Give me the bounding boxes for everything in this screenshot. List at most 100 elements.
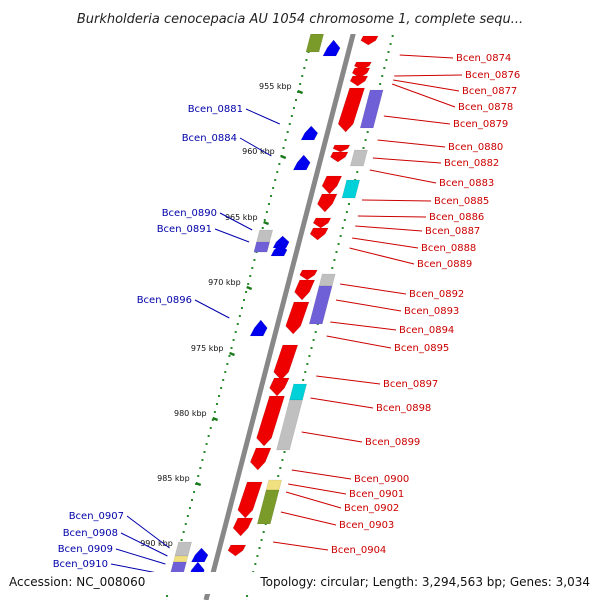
gene-label-right[interactable]: Bcen_0892 bbox=[409, 289, 464, 300]
gene-blue-reverse[interactable] bbox=[292, 154, 311, 171]
track-dot bbox=[343, 219, 346, 221]
gene-gray[interactable] bbox=[174, 541, 192, 557]
track-dot bbox=[276, 171, 279, 173]
gene-label-right[interactable]: Bcen_0878 bbox=[458, 102, 513, 113]
gene-yellow[interactable] bbox=[172, 555, 189, 563]
gene-red-forward[interactable] bbox=[299, 269, 318, 281]
gene-label-right[interactable]: Bcen_0887 bbox=[425, 226, 480, 237]
gene-red-forward[interactable] bbox=[329, 151, 349, 163]
track-dot bbox=[199, 467, 202, 469]
gene-red-forward[interactable] bbox=[321, 175, 343, 195]
kbp-label: 990 kbp bbox=[140, 539, 173, 548]
gene-gray[interactable] bbox=[276, 399, 303, 451]
leader-line bbox=[285, 491, 342, 509]
gene-label-left[interactable]: Bcen_0891 bbox=[157, 224, 212, 235]
gene-red-forward[interactable] bbox=[273, 344, 299, 381]
gene-red-forward[interactable] bbox=[285, 301, 310, 335]
track-dot bbox=[290, 115, 293, 117]
gene-label-left[interactable]: Bcen_0908 bbox=[63, 528, 118, 539]
gene-label-right[interactable]: Bcen_0902 bbox=[344, 503, 399, 514]
gene-label-right[interactable]: Bcen_0876 bbox=[465, 70, 520, 81]
gene-label-right[interactable]: Bcen_0900 bbox=[354, 474, 409, 485]
gene-label-right[interactable]: Bcen_0895 bbox=[394, 343, 449, 354]
kbp-label: 960 kbp bbox=[242, 147, 275, 156]
gene-label-left[interactable]: Bcen_0884 bbox=[182, 133, 237, 144]
gene-label-right[interactable]: Bcen_0877 bbox=[462, 86, 517, 97]
gene-gray[interactable] bbox=[349, 149, 368, 167]
gene-label-right[interactable]: Bcen_0897 bbox=[383, 379, 438, 390]
gene-label-right[interactable]: Bcen_0899 bbox=[365, 437, 420, 448]
track-dot bbox=[308, 355, 311, 357]
gene-label-right[interactable]: Bcen_0874 bbox=[456, 53, 511, 64]
gene-label-left[interactable]: Bcen_0910 bbox=[53, 559, 108, 570]
gene-olive[interactable] bbox=[256, 489, 280, 525]
leader-line bbox=[357, 215, 427, 218]
gene-red-forward[interactable] bbox=[337, 87, 366, 133]
gene-label-right[interactable]: Bcen_0898 bbox=[376, 403, 431, 414]
gene-red-forward[interactable] bbox=[237, 481, 263, 519]
gene-blue-reverse[interactable] bbox=[322, 39, 341, 57]
track-dot bbox=[186, 515, 189, 517]
gene-label-right[interactable]: Bcen_0882 bbox=[444, 158, 499, 169]
gene-label-left[interactable]: Bcen_0896 bbox=[137, 295, 192, 306]
gene-red-forward[interactable] bbox=[332, 144, 351, 153]
gene-red-forward[interactable] bbox=[227, 544, 247, 557]
track-dot bbox=[282, 147, 285, 149]
gene-gray[interactable] bbox=[318, 273, 336, 287]
gene-red-forward[interactable] bbox=[269, 377, 290, 397]
gene-blue-reverse[interactable] bbox=[249, 319, 268, 337]
track-dot bbox=[203, 451, 206, 453]
gene-red-forward[interactable] bbox=[294, 279, 316, 301]
gene-purple[interactable] bbox=[359, 89, 384, 129]
leader-line bbox=[352, 237, 419, 249]
gene-purple[interactable] bbox=[308, 285, 333, 325]
gene-blue-reverse[interactable] bbox=[270, 243, 288, 257]
gene-yellow[interactable] bbox=[265, 479, 283, 491]
gene-red-forward[interactable] bbox=[249, 447, 272, 471]
gene-cyan[interactable] bbox=[289, 383, 308, 401]
kbp-tick bbox=[246, 285, 253, 291]
track-dot bbox=[302, 379, 305, 381]
gene-label-right[interactable]: Bcen_0894 bbox=[399, 325, 454, 336]
gene-label-left[interactable]: Bcen_0907 bbox=[69, 511, 124, 522]
gene-red-forward[interactable] bbox=[349, 75, 369, 87]
track-dot bbox=[284, 139, 287, 141]
track-dot bbox=[205, 443, 208, 445]
gene-label-left[interactable]: Bcen_0890 bbox=[162, 208, 217, 219]
leader-line bbox=[214, 228, 250, 243]
gene-cyan[interactable] bbox=[341, 179, 361, 199]
gene-label-right[interactable]: Bcen_0880 bbox=[448, 142, 503, 153]
track-dot bbox=[226, 363, 229, 365]
gene-blue-reverse[interactable] bbox=[190, 547, 209, 563]
gene-label-right[interactable]: Bcen_0893 bbox=[404, 306, 459, 317]
gene-blue-reverse[interactable] bbox=[300, 125, 319, 141]
gene-red-forward[interactable] bbox=[351, 67, 371, 79]
gene-olive[interactable] bbox=[305, 33, 325, 53]
gene-red-forward[interactable] bbox=[256, 395, 285, 447]
leader-line bbox=[316, 375, 381, 385]
gene-label-right[interactable]: Bcen_0879 bbox=[453, 119, 508, 130]
gene-purple[interactable] bbox=[253, 241, 270, 253]
track-dot bbox=[295, 99, 297, 101]
gene-label-right[interactable]: Bcen_0886 bbox=[429, 212, 484, 223]
gene-label-right[interactable]: Bcen_0901 bbox=[349, 489, 404, 500]
gene-red-forward[interactable] bbox=[309, 227, 329, 241]
gene-label-right[interactable]: Bcen_0904 bbox=[331, 545, 386, 556]
track-dot bbox=[288, 123, 291, 125]
track-dot bbox=[333, 259, 336, 261]
gene-label-right[interactable]: Bcen_0885 bbox=[434, 196, 489, 207]
gene-red-forward[interactable] bbox=[232, 517, 254, 537]
gene-red-forward[interactable] bbox=[360, 35, 379, 46]
gene-label-left[interactable]: Bcen_0881 bbox=[188, 104, 243, 115]
gene-label-right[interactable]: Bcen_0888 bbox=[421, 243, 476, 254]
track-dot bbox=[262, 531, 265, 533]
track-dot bbox=[243, 299, 245, 301]
gene-label-right[interactable]: Bcen_0883 bbox=[439, 178, 494, 189]
leader-line bbox=[393, 79, 460, 92]
gene-label-left[interactable]: Bcen_0909 bbox=[58, 544, 113, 555]
track-dot bbox=[207, 435, 210, 437]
gene-label-right[interactable]: Bcen_0903 bbox=[339, 520, 394, 531]
gene-red-forward[interactable] bbox=[312, 217, 332, 229]
gene-red-forward[interactable] bbox=[317, 193, 338, 213]
gene-label-right[interactable]: Bcen_0889 bbox=[417, 259, 472, 270]
